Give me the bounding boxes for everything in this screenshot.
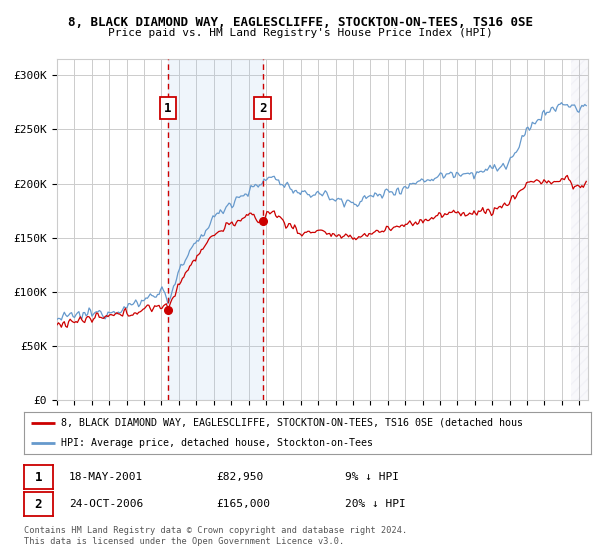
- Text: 20% ↓ HPI: 20% ↓ HPI: [345, 499, 406, 509]
- Text: £82,950: £82,950: [216, 472, 263, 482]
- Text: 24-OCT-2006: 24-OCT-2006: [69, 499, 143, 509]
- Text: 18-MAY-2001: 18-MAY-2001: [69, 472, 143, 482]
- Text: 2: 2: [35, 497, 42, 511]
- Bar: [571, 59, 588, 400]
- Text: £165,000: £165,000: [216, 499, 270, 509]
- Text: Price paid vs. HM Land Registry's House Price Index (HPI): Price paid vs. HM Land Registry's House …: [107, 28, 493, 38]
- Text: 8, BLACK DIAMOND WAY, EAGLESCLIFFE, STOCKTON-ON-TEES, TS16 0SE: 8, BLACK DIAMOND WAY, EAGLESCLIFFE, STOC…: [67, 16, 533, 29]
- Text: Contains HM Land Registry data © Crown copyright and database right 2024.
This d: Contains HM Land Registry data © Crown c…: [24, 526, 407, 546]
- Text: 8, BLACK DIAMOND WAY, EAGLESCLIFFE, STOCKTON-ON-TEES, TS16 0SE (detached hous: 8, BLACK DIAMOND WAY, EAGLESCLIFFE, STOC…: [61, 418, 523, 428]
- Bar: [168, 59, 263, 400]
- Text: 1: 1: [35, 470, 42, 484]
- Text: 2: 2: [259, 102, 266, 115]
- Text: 1: 1: [164, 102, 172, 115]
- Text: HPI: Average price, detached house, Stockton-on-Tees: HPI: Average price, detached house, Stoc…: [61, 438, 373, 448]
- Text: 9% ↓ HPI: 9% ↓ HPI: [345, 472, 399, 482]
